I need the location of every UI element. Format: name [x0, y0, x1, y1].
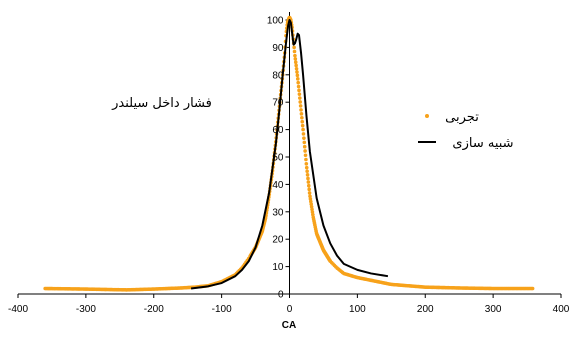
- data-point-experimental: [300, 123, 305, 128]
- data-point-experimental: [294, 66, 299, 71]
- x-tick-label: 0: [287, 304, 293, 315]
- data-point-experimental: [301, 132, 306, 136]
- data-point-experimental: [299, 108, 303, 112]
- legend-marker-experimental: [425, 114, 429, 118]
- x-tick-label: -400: [8, 304, 28, 315]
- data-point-experimental: [303, 153, 308, 158]
- series-simulation: [190, 19, 389, 290]
- data-point-experimental: [296, 80, 300, 85]
- x-tick-label: 300: [485, 304, 502, 315]
- data-point-experimental: [300, 119, 305, 124]
- data-point-experimental: [293, 60, 298, 64]
- x-tick-label: -100: [212, 304, 232, 315]
- y-tick-label: 10: [272, 262, 284, 273]
- data-point-experimental: [295, 73, 300, 78]
- data-point-experimental: [296, 84, 301, 89]
- y-tick-label: 20: [272, 235, 284, 246]
- data-point-experimental: [297, 92, 302, 96]
- y-tick-label: 70: [272, 98, 284, 109]
- y-tick-label: 50: [272, 153, 284, 164]
- data-point-experimental: [304, 162, 309, 166]
- data-point-experimental: [308, 197, 313, 201]
- y-tick-label: 90: [272, 43, 284, 54]
- x-tick-label: -200: [144, 304, 164, 315]
- x-tick-label: 200: [417, 304, 434, 315]
- y-tick-label: 40: [272, 180, 284, 191]
- series-line-simulation: [190, 19, 389, 290]
- chart-annotation: فشار داخل سیلندر: [111, 96, 212, 111]
- y-tick-label: 60: [272, 125, 284, 136]
- data-point-experimental: [300, 115, 304, 120]
- data-point-experimental: [304, 157, 308, 162]
- data-point-experimental: [298, 100, 303, 104]
- data-point-experimental: [292, 49, 297, 54]
- x-axis-title: CA: [282, 320, 296, 331]
- data-point-experimental: [307, 191, 312, 195]
- data-point-experimental: [299, 112, 304, 116]
- legend-label-experimental: تجربی: [445, 110, 479, 125]
- data-point-experimental: [302, 144, 307, 149]
- data-point-experimental: [307, 187, 311, 192]
- series-experimental: [43, 15, 535, 292]
- data-point-experimental: [295, 77, 300, 81]
- data-point-experimental: [306, 183, 311, 188]
- data-point-experimental: [298, 104, 303, 108]
- data-point-experimental: [302, 140, 307, 145]
- data-point-experimental: [306, 176, 310, 181]
- data-point-experimental: [305, 173, 310, 177]
- tick-labels: -400 -300 -200 -100 0 100 200 300 400 0 10 20 30 40 50…: [8, 16, 570, 316]
- data-point-experimental: [306, 180, 311, 184]
- data-point-experimental: [304, 165, 309, 170]
- y-tick-label: 30: [272, 207, 284, 218]
- x-tick-label: 100: [349, 304, 366, 315]
- data-point-experimental: [530, 286, 535, 291]
- y-tick-label: 80: [272, 70, 284, 81]
- legend: تجربی شبیه سازی: [418, 110, 514, 151]
- data-point-experimental: [303, 149, 307, 153]
- legend-label-simulation: شبیه سازی: [452, 136, 513, 151]
- data-point-experimental: [305, 169, 309, 174]
- data-point-experimental: [293, 57, 298, 61]
- data-point-experimental: [294, 63, 298, 68]
- y-tick-label: 100: [267, 16, 284, 27]
- data-point-experimental: [302, 136, 306, 140]
- y-tick-label: 0: [278, 290, 284, 301]
- data-point-experimental: [309, 204, 314, 209]
- x-tick-label: 400: [553, 304, 570, 315]
- data-point-experimental: [293, 53, 297, 58]
- data-point-experimental: [298, 96, 302, 100]
- data-point-experimental: [295, 70, 299, 74]
- data-point-experimental: [297, 88, 301, 93]
- data-point-experimental: [301, 127, 305, 132]
- axes: [17, 12, 562, 298]
- x-tick-label: -300: [76, 304, 96, 315]
- data-point-experimental: [292, 45, 296, 50]
